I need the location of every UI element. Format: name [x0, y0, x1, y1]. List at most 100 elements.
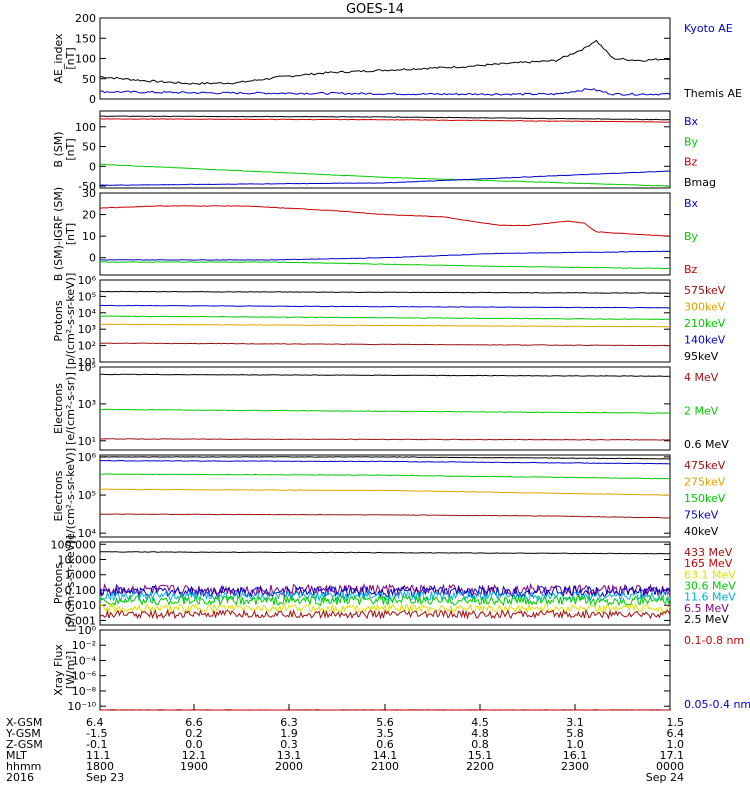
x-row-label: Y-GSM — [5, 727, 41, 740]
x-row-value: 2000 — [275, 760, 303, 773]
x-row-value: Sep 24 — [646, 771, 684, 784]
y-tick-label: 10⁶ — [78, 451, 97, 464]
x-row-value: 3.5 — [376, 727, 394, 740]
series-40kev — [99, 456, 671, 460]
panel-frame — [99, 629, 671, 711]
panel-frame — [99, 366, 671, 451]
y-axis-label: AE_index — [52, 33, 65, 84]
y-tick-label: -50 — [78, 180, 96, 193]
y-axis-label: [p/(cm²-s-sr-keV)] — [64, 535, 77, 632]
y-tick-label: 10.000 — [58, 554, 97, 567]
x-row-label: Z-GSM — [6, 738, 43, 751]
y-tick-label: 10¹ — [78, 356, 96, 369]
y-tick-label: 10⁶ — [78, 274, 97, 287]
y-tick-label: 10⁻² — [72, 639, 96, 652]
series-140kev — [99, 304, 671, 309]
series-by — [99, 261, 671, 270]
series-themis-ae — [99, 39, 671, 85]
x-row-value: 1.0 — [667, 738, 685, 751]
series-433-mev — [99, 608, 671, 620]
y-tick-label: 10⁻⁸ — [72, 685, 97, 698]
x-row-value: -1.5 — [86, 727, 107, 740]
y-tick-label: 10⁵ — [78, 290, 96, 303]
panel-ae: 0 50 100 150 200 AE_index [nT] Kyoto AE Themis A… — [52, 12, 742, 106]
x-row-value: 16.1 — [563, 749, 588, 762]
x-row-value: 2300 — [561, 760, 589, 773]
legend-entry: 0.1-0.8 nm — [684, 634, 744, 647]
legend-entry: 40keV — [684, 525, 719, 538]
y-axis-label: [p/(cm²-s-sr-keV)] — [64, 273, 77, 370]
y-tick-label: 150 — [75, 32, 96, 45]
series-by — [100, 163, 671, 187]
panel-protons1: 10¹ 10² 10³ 10⁴ 10⁵ 10⁶ Protons [p/(cm²-s-sr-ke… — [52, 273, 726, 370]
x-row-value: 17.1 — [660, 749, 685, 762]
legend-entry: Kyoto AE — [684, 22, 733, 35]
x-row-value: 3.1 — [566, 716, 584, 729]
y-tick-label: 0.001 — [65, 614, 97, 627]
series-75kev — [99, 459, 671, 465]
x-row-value: 5.6 — [376, 716, 394, 729]
panel-electrons1: 10¹ 10³ 10⁵ Electrons [e/(cm²-s-sr)] 4 MeV 2 M… — [52, 361, 729, 451]
series-6-5-mev — [99, 582, 671, 598]
x-row-value: 2200 — [466, 760, 494, 773]
series-0-6-mev — [99, 373, 670, 377]
series-63-1-mev — [99, 594, 671, 607]
y-tick-label: 0.100 — [65, 584, 97, 597]
panel-electrons2: 10⁴ 10⁵ 10⁶ Electrons [e/(cm²-s-sr-keV)] 475k… — [52, 448, 726, 544]
x-row-value: 6.3 — [280, 716, 298, 729]
y-tick-label: 100 — [75, 121, 96, 134]
y-tick-label: 0 — [89, 252, 96, 265]
y-tick-label: 100 — [75, 53, 96, 66]
y-axis-label: Protons — [52, 563, 65, 604]
series-bmag — [99, 115, 671, 121]
y-tick-label: 0 — [89, 93, 96, 106]
x-row-value: 1.5 — [667, 716, 685, 729]
y-tick-label: 10⁵ — [78, 489, 96, 502]
y-axis-label: [nT] — [64, 47, 77, 69]
series-95kev — [99, 290, 671, 294]
y-tick-label: 10⁰ — [78, 624, 97, 637]
x-row-value: 4.8 — [471, 727, 489, 740]
series-bz — [99, 205, 671, 237]
x-row-label: X-GSM — [6, 716, 42, 729]
x-row-value: 0000 — [656, 760, 684, 773]
x-row-value: 15.1 — [468, 749, 493, 762]
plot-title: GOES-14 — [346, 2, 404, 17]
panel-frame — [99, 110, 671, 189]
y-tick-label: 10⁻⁴ — [72, 654, 97, 667]
legend-entry: Bx — [684, 197, 699, 210]
y-axis-label: [W/m²] — [64, 651, 77, 689]
legend-entry: 275keV — [684, 476, 726, 489]
legend-entry: 11.6 MeV — [684, 591, 736, 604]
x-row-value: 6.4 — [86, 716, 104, 729]
series-kyoto-ae — [99, 88, 671, 96]
y-tick-label: 10¹ — [78, 435, 96, 448]
legend-entry: Bz — [684, 263, 698, 276]
legend-entry: 150keV — [684, 492, 726, 505]
y-tick-label: 20 — [82, 209, 96, 222]
x-row-value: 1900 — [180, 760, 208, 773]
y-tick-label: 10⁻¹⁰ — [67, 700, 96, 713]
x-row-value: 6.4 — [667, 727, 685, 740]
y-tick-label: 10³ — [78, 323, 96, 336]
legend-entry: Bx — [684, 115, 699, 128]
legend-entry: 95keV — [684, 350, 719, 363]
panel-frame — [99, 454, 671, 538]
x-row-value: 4.5 — [471, 716, 489, 729]
x-row-value: 0.3 — [280, 738, 298, 751]
x-row-value: 11.1 — [86, 749, 111, 762]
x-row-value: 0.8 — [471, 738, 489, 751]
x-row-value: 1800 — [86, 760, 114, 773]
y-tick-label: 200 — [75, 12, 96, 25]
y-tick-label: 10⁻⁶ — [72, 670, 97, 683]
series-575kev — [99, 342, 671, 347]
y-tick-label: 50 — [82, 141, 96, 154]
x-row-value: 1.0 — [566, 738, 584, 751]
legend-entry: 433 MeV — [684, 546, 733, 559]
legend-entry: 0.6 MeV — [684, 438, 729, 451]
series-2-5-mev — [100, 551, 671, 555]
legend-entry: Bmag — [684, 176, 716, 189]
